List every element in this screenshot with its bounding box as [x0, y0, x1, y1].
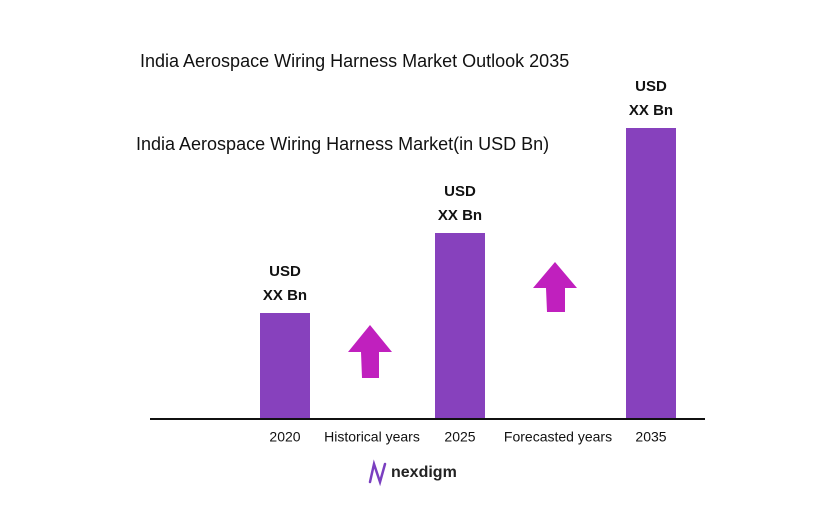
value-label: USD — [269, 263, 301, 280]
bar — [435, 233, 485, 418]
bar — [626, 128, 676, 418]
bar — [260, 313, 310, 418]
x-tick-label: 2035 — [635, 429, 666, 445]
value-label: XX Bn — [263, 287, 307, 304]
brand-name: nexdigm — [391, 464, 457, 481]
value-label: XX Bn — [438, 207, 482, 224]
value-label: XX Bn — [629, 102, 673, 119]
brand-logo — [368, 459, 387, 487]
growth-arrow — [533, 262, 577, 312]
period-label: Historical years — [324, 429, 420, 445]
value-label: USD — [444, 183, 476, 200]
chart-title: India Aerospace Wiring Harness Market Ou… — [140, 51, 569, 71]
value-label: USD — [635, 78, 667, 95]
period-label: Forecasted years — [504, 429, 612, 445]
growth-arrow — [348, 325, 392, 378]
chart-subtitle: India Aerospace Wiring Harness Market(in… — [136, 134, 549, 154]
x-tick-label: 2025 — [444, 429, 475, 445]
x-tick-label: 2020 — [269, 429, 300, 445]
